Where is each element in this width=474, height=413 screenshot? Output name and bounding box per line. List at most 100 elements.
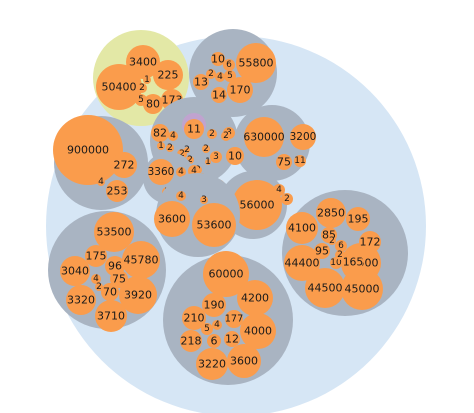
leaf-bubble[interactable]	[286, 212, 318, 244]
leaf-bubble[interactable]	[328, 237, 336, 245]
leaf-bubble[interactable]	[111, 152, 137, 178]
leaf-bubble[interactable]	[244, 117, 284, 157]
leaf-bubble[interactable]	[106, 180, 128, 202]
leaf-bubble[interactable]	[157, 142, 165, 150]
leaf-bubble[interactable]	[143, 94, 163, 114]
leaf-label: 11	[294, 156, 305, 166]
leaf-bubble[interactable]	[196, 348, 228, 380]
leaf-bubble[interactable]	[215, 72, 225, 82]
leaf-bubble[interactable]	[153, 60, 183, 90]
leaf-bubble[interactable]	[341, 268, 383, 310]
leaf-bubble[interactable]	[184, 147, 190, 153]
leaf-bubble[interactable]	[95, 300, 127, 332]
leaf-bubble[interactable]	[290, 124, 316, 150]
leaf-bubble[interactable]	[182, 306, 206, 330]
leaf-bubble[interactable]	[281, 193, 293, 205]
leaf-bubble[interactable]	[95, 283, 103, 291]
leaf-bubble[interactable]	[284, 245, 320, 281]
leaf-bubble[interactable]	[85, 245, 107, 267]
leaf-bubble[interactable]	[207, 334, 221, 348]
leaf-bubble[interactable]	[180, 330, 202, 352]
leaf-bubble[interactable]	[314, 243, 330, 259]
leaf-label: 175	[86, 250, 107, 263]
leaf-label: 4	[170, 131, 176, 141]
leaf-bubble[interactable]	[335, 240, 347, 252]
leaf-bubble[interactable]	[137, 83, 147, 93]
leaf-bubble[interactable]	[343, 252, 363, 272]
leaf-bubble[interactable]	[91, 274, 101, 284]
leaf-bubble[interactable]	[151, 124, 169, 142]
leaf-bubble[interactable]	[205, 159, 211, 165]
leaf-bubble[interactable]	[240, 313, 276, 349]
leaf-bubble[interactable]	[227, 77, 253, 103]
leaf-bubble[interactable]	[168, 131, 178, 141]
leaf-bubble[interactable]	[53, 115, 123, 185]
leaf-label: 45000	[345, 283, 380, 296]
leaf-bubble[interactable]	[206, 69, 216, 79]
leaf-bubble[interactable]	[184, 119, 204, 139]
leaf-bubble[interactable]	[207, 129, 217, 139]
leaf-label: 2	[203, 144, 209, 154]
leaf-bubble[interactable]	[294, 155, 306, 167]
leaf-bubble[interactable]	[226, 147, 244, 165]
leaf-bubble[interactable]	[66, 285, 96, 315]
leaf-bubble[interactable]	[176, 191, 186, 201]
leaf-label: 2	[208, 69, 214, 79]
leaf-label: 75	[112, 273, 126, 286]
leaf-bubble[interactable]	[273, 184, 285, 196]
leaf-label: 4	[217, 72, 223, 82]
leaf-bubble[interactable]	[237, 280, 273, 316]
leaf-bubble[interactable]	[221, 131, 231, 141]
leaf-bubble[interactable]	[210, 151, 222, 163]
leaf-bubble[interactable]	[211, 52, 225, 66]
leaf-bubble[interactable]	[212, 320, 222, 330]
leaf-bubble[interactable]	[192, 203, 236, 247]
leaf-bubble[interactable]	[176, 167, 186, 177]
leaf-bubble[interactable]	[223, 59, 235, 71]
leaf-bubble[interactable]	[316, 198, 346, 228]
leaf-bubble[interactable]	[200, 196, 208, 204]
leaf-bubble[interactable]	[135, 94, 147, 106]
leaf-bubble[interactable]	[201, 323, 213, 335]
leaf-label: 55800	[239, 57, 274, 70]
leaf-bubble[interactable]	[97, 178, 105, 186]
leaf-bubble[interactable]	[119, 276, 157, 314]
leaf-bubble[interactable]	[236, 43, 276, 83]
leaf-bubble[interactable]	[148, 159, 174, 185]
leaf-bubble[interactable]	[330, 257, 342, 269]
leaf-bubble[interactable]	[94, 212, 134, 252]
leaf-bubble[interactable]	[335, 250, 345, 260]
leaf-bubble[interactable]	[305, 268, 345, 308]
leaf-label: 2	[96, 282, 102, 292]
leaf-bubble[interactable]	[346, 207, 370, 231]
leaf-bubble[interactable]	[202, 293, 226, 317]
leaf-bubble[interactable]	[143, 76, 151, 84]
leaf-bubble[interactable]	[211, 87, 227, 103]
leaf-label: 4	[191, 166, 197, 176]
leaf-bubble[interactable]	[203, 251, 249, 297]
leaf-bubble[interactable]	[96, 64, 142, 110]
leaf-bubble[interactable]	[60, 256, 90, 286]
leaf-bubble[interactable]	[101, 283, 119, 301]
leaf-bubble[interactable]	[224, 331, 240, 347]
leaf-label: 70	[103, 286, 117, 299]
leaf-bubble[interactable]	[225, 310, 243, 328]
leaf-bubble[interactable]	[110, 270, 128, 288]
leaf-bubble[interactable]	[122, 241, 160, 279]
leaf-bubble[interactable]	[224, 70, 236, 82]
leaf-bubble[interactable]	[276, 154, 292, 170]
leaf-bubble[interactable]	[154, 201, 190, 237]
leaf-label: 4	[178, 191, 184, 201]
leaf-label: 50400	[102, 81, 137, 94]
leaf-label: 44400	[285, 257, 320, 270]
leaf-bubble[interactable]	[126, 45, 160, 79]
leaf-label: 5	[138, 95, 144, 105]
leaf-bubble[interactable]	[193, 74, 209, 90]
leaf-bubble[interactable]	[202, 145, 210, 153]
leaf-bubble[interactable]	[166, 144, 174, 152]
leaf-bubble[interactable]	[232, 180, 282, 230]
leaf-bubble[interactable]	[359, 231, 381, 253]
leaf-bubble[interactable]	[227, 344, 261, 378]
